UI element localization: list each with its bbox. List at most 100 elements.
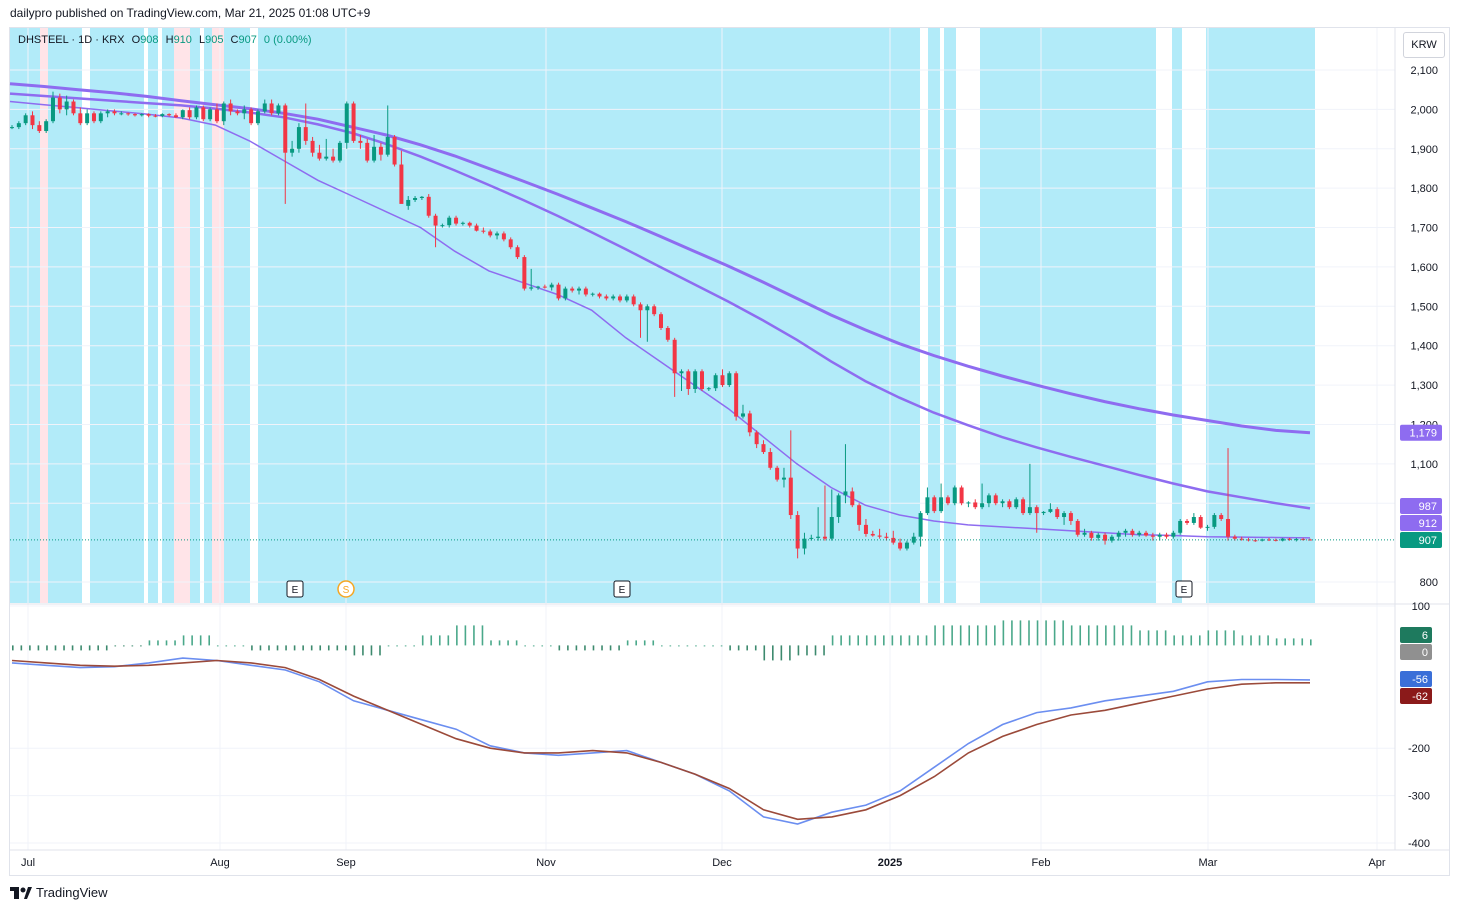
macd-histogram-bar <box>293 645 296 651</box>
macd-histogram-bar <box>1224 630 1227 646</box>
macd-histogram-bar <box>558 645 561 651</box>
macd-histogram-bar <box>80 645 82 651</box>
candle-body <box>597 293 602 297</box>
price-axis-label: 800 <box>1420 577 1438 589</box>
candle-body <box>802 538 807 549</box>
candle-body <box>1055 509 1060 518</box>
macd-histogram-bar <box>157 640 159 646</box>
candle-body <box>699 371 704 390</box>
candle-body <box>1212 515 1217 527</box>
candle-body <box>973 502 978 508</box>
candle-body <box>57 97 62 110</box>
macd-histogram-bar <box>285 645 287 651</box>
macd-histogram-bar <box>985 625 988 646</box>
macd-histogram-bar <box>1105 625 1107 646</box>
candle-body <box>1027 507 1032 514</box>
macd-histogram-bar <box>507 640 509 646</box>
bg-gap <box>40 28 48 603</box>
bg-gap <box>174 28 190 603</box>
macd-histogram-bar <box>242 645 245 647</box>
candle-body <box>37 125 42 132</box>
macd-histogram-bar <box>473 625 475 646</box>
candle-body <box>372 146 377 161</box>
candle-body <box>904 542 909 549</box>
candle-body <box>167 114 172 116</box>
macd-histogram-bar <box>601 645 603 651</box>
macd-histogram-bar <box>1156 630 1158 646</box>
candle-body <box>1130 530 1135 535</box>
macd-histogram-bar <box>438 635 441 646</box>
event-label: E <box>1181 585 1188 596</box>
candle-body <box>556 284 561 299</box>
candle-body <box>952 487 957 504</box>
macd-histogram-bar <box>353 645 356 656</box>
candle-body <box>283 105 288 153</box>
candle-body <box>187 110 192 118</box>
price-axis-label: 1,500 <box>1410 301 1438 313</box>
price-axis-label: 1,600 <box>1410 262 1438 274</box>
macd-histogram-bar <box>549 645 552 647</box>
candle-body <box>324 156 329 159</box>
macd-histogram-bar <box>1028 620 1030 646</box>
candle-body <box>1267 539 1272 541</box>
candle-body <box>822 536 827 539</box>
price-axis-label: 1,300 <box>1410 380 1438 392</box>
candle-body <box>1171 532 1176 537</box>
candle-body <box>624 296 629 301</box>
footer-brand[interactable]: TradingView <box>10 885 108 900</box>
macd-histogram-bar <box>1113 625 1116 646</box>
macd-histogram-bar <box>302 645 304 651</box>
macd-histogram-bar <box>626 640 629 646</box>
open-value: 908 <box>140 34 159 46</box>
macd-histogram-bar <box>251 645 253 651</box>
candle-body <box>665 327 670 340</box>
candle-body <box>816 536 821 538</box>
macd-histogram-bar <box>883 635 885 646</box>
candle-body <box>1082 532 1087 535</box>
macd-histogram-bar <box>1164 630 1167 646</box>
macd-histogram-bar <box>71 645 74 651</box>
candle-body <box>713 375 718 389</box>
chart-frame[interactable] <box>9 27 1450 876</box>
low-value: 905 <box>205 34 224 46</box>
candle-body <box>433 215 438 226</box>
macd-histogram-bar <box>737 645 740 651</box>
candle-body <box>447 217 452 226</box>
macd-histogram-bar <box>259 645 262 651</box>
candle-body <box>1034 507 1039 514</box>
candle-body <box>1116 532 1121 537</box>
candle-body <box>228 103 233 112</box>
moving-average-line <box>9 92 1311 510</box>
macd-histogram-bar <box>678 645 680 647</box>
candle-body <box>249 109 254 124</box>
candle-body <box>836 495 841 518</box>
candle-body <box>180 110 185 118</box>
currency-button[interactable]: KRW <box>1403 32 1445 58</box>
candle-body <box>966 502 971 504</box>
candle-body <box>1246 539 1251 541</box>
candle-body <box>1191 517 1196 523</box>
time-axis-label: Aug <box>210 857 230 869</box>
macd-histogram-bar <box>1173 635 1175 646</box>
macd-histogram-bar <box>379 645 381 656</box>
candle-body <box>1253 540 1258 542</box>
candle-body <box>112 111 117 114</box>
time-axis-label: Jul <box>21 857 35 869</box>
candle-body <box>85 113 90 124</box>
candle-body <box>754 432 759 445</box>
macd-histogram-bar <box>592 645 595 651</box>
candle-body <box>993 495 998 504</box>
macd-histogram-bar <box>1139 630 1141 646</box>
macd-badge-label: -56 <box>1412 674 1428 686</box>
time-axis-label: Nov <box>536 857 556 869</box>
bg-gap <box>1182 28 1206 603</box>
candle-body <box>529 287 534 289</box>
candle-body <box>740 413 745 417</box>
symbol-label[interactable]: DHSTEEL · 1D · KRX <box>18 34 125 46</box>
macd-histogram-bar <box>1190 635 1193 646</box>
price-axis-label: 2,000 <box>1410 104 1438 116</box>
candle-body <box>945 497 950 504</box>
candle-body <box>522 257 527 289</box>
candle-body <box>761 444 766 453</box>
